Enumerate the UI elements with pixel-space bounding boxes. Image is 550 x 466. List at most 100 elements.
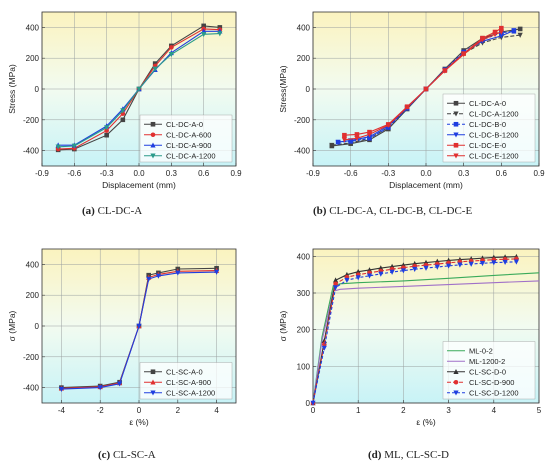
legend-entry: CL-SC-A-0 bbox=[166, 368, 203, 377]
legend-entry: CL-DC-B-0 bbox=[469, 120, 506, 129]
caption-b: (b) CL-DC-A, CL-DC-B, CL-DC-E bbox=[313, 205, 472, 217]
data-point bbox=[517, 32, 523, 38]
data-point bbox=[136, 86, 142, 92]
data-point bbox=[342, 132, 347, 138]
series-CL-SC-D-1200 bbox=[310, 259, 519, 406]
plot-frame bbox=[312, 248, 540, 404]
data-point bbox=[217, 31, 223, 37]
x-tick-label: 4 bbox=[492, 406, 497, 415]
y-tick-label: 200 bbox=[26, 291, 40, 300]
legend-swatch-marker bbox=[150, 132, 156, 138]
legend-entry: ML-1200-2 bbox=[469, 357, 505, 366]
x-axis-label: ε (%) bbox=[129, 417, 149, 427]
x-tick-label: -4 bbox=[58, 406, 66, 415]
legend-box bbox=[139, 114, 233, 163]
y-tick-label: 200 bbox=[297, 54, 311, 63]
data-point bbox=[491, 260, 497, 266]
data-point bbox=[498, 29, 504, 35]
legend-swatch-marker bbox=[150, 390, 156, 396]
legend-entry: ML-0-2 bbox=[469, 347, 493, 356]
data-point bbox=[152, 61, 158, 66]
data-point bbox=[442, 68, 448, 74]
series-line bbox=[61, 271, 217, 390]
data-point bbox=[378, 271, 384, 277]
chart-d: 0 1 2 3 4 5 0 100 200 300 400 ε (%) σ (MPa) ML-0-2ML-… bbox=[278, 248, 542, 427]
legend-entry: CL-DC-A-900 bbox=[166, 141, 211, 150]
legend-entry: CL-DC-A-1200 bbox=[469, 110, 519, 119]
x-tick-label: -0.3 bbox=[381, 169, 395, 178]
data-point bbox=[355, 275, 361, 281]
y-tick-label: 400 bbox=[297, 252, 311, 261]
data-point bbox=[155, 273, 161, 279]
data-point bbox=[214, 269, 220, 275]
legend: ML-0-2ML-1200-2 CL-SC-D-0CL-SC-D-900 CL-SC… bbox=[442, 341, 536, 400]
legend-entry: CL-SC-A-900 bbox=[166, 378, 211, 387]
y-tick-label: 0 bbox=[35, 85, 40, 94]
data-point bbox=[201, 23, 206, 29]
x-tick-label: -0.3 bbox=[100, 169, 114, 178]
data-point bbox=[104, 125, 110, 131]
legend-swatch-marker bbox=[453, 132, 459, 138]
caption-c: (c) CL-SC-A bbox=[98, 449, 156, 461]
legend: CL-SC-A-0CL-SC-A-900 CL-SC-A-1200 bbox=[139, 362, 233, 400]
legend-entry: CL-SC-A-1200 bbox=[166, 389, 215, 398]
data-point bbox=[55, 144, 61, 150]
series-ML-0-2 bbox=[312, 272, 540, 404]
chart-b: -0.9 -0.6 -0.3 0.0 0.3 0.6 0.9 -400 -200 0 200 400 D… bbox=[278, 11, 545, 190]
y-tick-label: 200 bbox=[26, 54, 40, 63]
x-tick-label: 0 bbox=[311, 406, 316, 415]
legend-entry: CL-DC-A-0 bbox=[166, 120, 203, 129]
legend-entry: CL-DC-A-1200 bbox=[166, 152, 216, 161]
y-tick-label: 300 bbox=[297, 289, 311, 298]
caption-a: (a) CL-DC-A bbox=[82, 205, 142, 217]
data-point bbox=[461, 52, 467, 58]
y-axis-label: σ (MPa) bbox=[7, 310, 17, 341]
y-tick-label: 400 bbox=[26, 260, 40, 269]
legend-swatch-marker bbox=[453, 153, 459, 159]
data-point bbox=[117, 381, 123, 387]
y-axis-label: σ (MPa) bbox=[278, 310, 288, 341]
data-point bbox=[457, 262, 463, 268]
data-point bbox=[168, 52, 174, 58]
x-tick-label: -0.6 bbox=[67, 169, 81, 178]
y-tick-label: 400 bbox=[297, 23, 311, 32]
y-tick-label: -400 bbox=[294, 147, 311, 156]
data-point bbox=[71, 143, 77, 149]
x-tick-label: 0.0 bbox=[133, 169, 145, 178]
caption-c-letter: (c) bbox=[98, 449, 111, 461]
y-tick-label: -400 bbox=[23, 147, 40, 156]
y-axis-label: Stress(MPa) bbox=[278, 65, 288, 112]
data-point bbox=[366, 267, 373, 273]
x-tick-label: 0 bbox=[137, 406, 142, 415]
y-tick-label: -200 bbox=[23, 353, 40, 362]
legend-swatch-marker bbox=[453, 121, 459, 127]
legend-box bbox=[442, 93, 536, 163]
caption-a-letter: (a) bbox=[82, 205, 95, 217]
data-point bbox=[423, 265, 429, 271]
y-axis-label: Stress (MPa) bbox=[7, 64, 17, 114]
data-point bbox=[97, 385, 103, 391]
y-tick-label: 100 bbox=[297, 362, 311, 371]
data-point bbox=[492, 29, 498, 35]
data-point bbox=[385, 122, 391, 128]
data-point bbox=[329, 142, 335, 149]
data-point bbox=[146, 276, 152, 282]
x-axis-label: Displacement (mm) bbox=[102, 180, 176, 190]
legend-entry: CL-SC-D-1200 bbox=[469, 389, 519, 398]
data-point bbox=[152, 66, 158, 72]
x-tick-label: 0.6 bbox=[496, 169, 508, 178]
y-tick-label: -200 bbox=[294, 116, 311, 125]
y-tick-label: 200 bbox=[297, 326, 311, 335]
data-point bbox=[120, 108, 126, 114]
x-tick-label: 1 bbox=[356, 406, 361, 415]
legend-swatch-marker bbox=[150, 369, 156, 375]
series-ML-1200-2 bbox=[312, 280, 540, 404]
chart-a: -0.9 -0.6 -0.3 0.0 0.3 0.6 0.9 -400 -200 0 200 400 D… bbox=[7, 11, 242, 190]
caption-c-text: CL-SC-A bbox=[110, 449, 156, 461]
x-tick-label: 0.3 bbox=[458, 169, 470, 178]
series-line bbox=[312, 272, 540, 404]
data-point bbox=[366, 132, 373, 138]
series-CL-DC-E-1200 bbox=[341, 29, 504, 143]
legend-entry: CL-DC-B-1200 bbox=[469, 131, 519, 140]
